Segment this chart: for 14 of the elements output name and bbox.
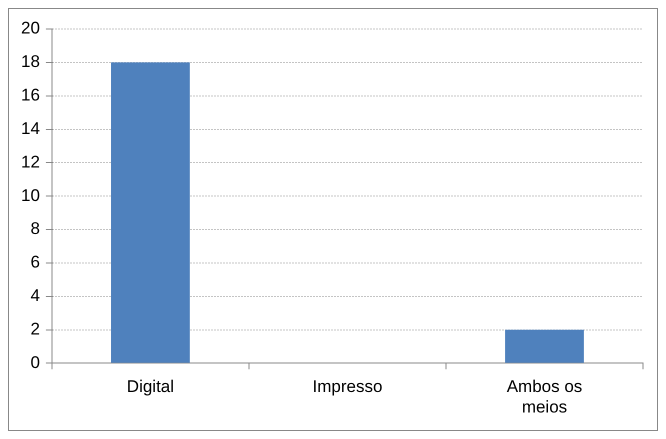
x-tick-label: Impresso: [312, 377, 382, 396]
y-tick-label: 18: [20, 52, 40, 72]
x-tick-label: Digital: [126, 377, 174, 396]
y-tick-label: 2: [30, 319, 40, 338]
y-tick-label: 14: [20, 118, 40, 138]
y-tick-label: 8: [30, 219, 40, 238]
y-tick-label: 10: [20, 186, 40, 205]
x-tick-label: Ambos os meios: [506, 377, 582, 416]
y-tick-label: 6: [30, 252, 40, 272]
y-tick-label: 0: [30, 352, 40, 372]
y-tick-label: 16: [20, 86, 40, 105]
y-tick-label: 20: [20, 18, 40, 38]
y-tick-label: 12: [20, 152, 40, 172]
y-tick-label: 4: [30, 286, 40, 306]
